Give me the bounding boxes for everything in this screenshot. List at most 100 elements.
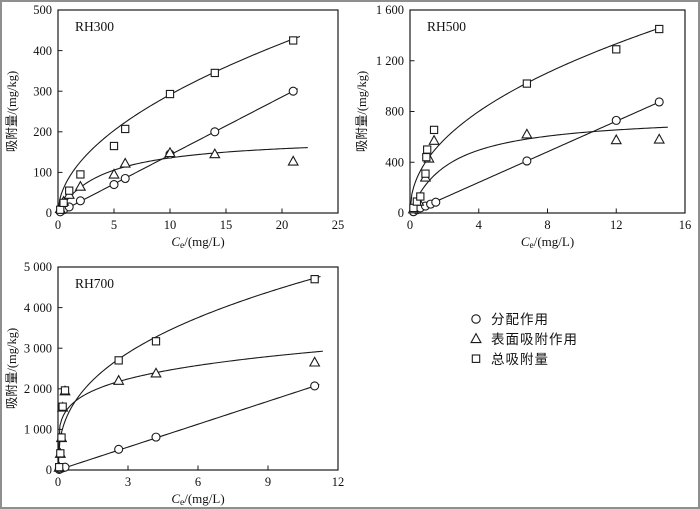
x-tick-label: 0 (55, 475, 61, 489)
legend-item-partition: 分配作用 (468, 309, 578, 327)
data-point-triangle (287, 155, 299, 166)
data-point-square (289, 36, 298, 45)
data-point-triangle (164, 146, 176, 158)
x-tick-label: 9 (265, 475, 271, 489)
x-tick-label: 16 (679, 218, 692, 232)
y-tick-label: 0 (46, 206, 52, 220)
x-tick-label: 15 (220, 218, 233, 232)
data-point-square (416, 192, 425, 201)
x-tick-label: 12 (610, 218, 623, 232)
data-point-circle (611, 115, 621, 125)
data-point-circle (151, 432, 161, 442)
chart-title: RH500 (427, 19, 466, 34)
x-tick-label: 6 (195, 475, 201, 489)
legend: 分配作用 表面吸附作用 总吸附量 (468, 309, 578, 367)
chart-rh300: 0 5 10 15 20 25 0 100 200 300 400 500 RH300 吸附量/(mg/k… (5, 3, 345, 251)
x-tick-label: 0 (407, 218, 413, 232)
y-tick-label: 0 (46, 463, 52, 477)
data-point-circle (654, 97, 664, 107)
data-point-square (429, 125, 439, 135)
data-point-circle (310, 381, 320, 391)
data-point-square (121, 124, 130, 134)
data-point-square (310, 275, 319, 284)
x-tick-label: 10 (164, 218, 177, 232)
data-point-square (58, 402, 67, 411)
data-point-square (421, 169, 430, 178)
fit-curve-circle (57, 88, 298, 214)
data-point-square (422, 153, 431, 162)
data-point-square (59, 198, 68, 207)
y-tick-label: 500 (33, 3, 52, 17)
data-point-square (60, 386, 70, 395)
y-tick-label: 800 (385, 105, 404, 119)
x-tick-label: 3 (125, 475, 131, 489)
data-point-square (76, 170, 85, 179)
data-point-circle (431, 197, 441, 207)
data-point-triangle (112, 374, 125, 385)
y-tick-label: 1 600 (376, 3, 404, 17)
y-axis-label: 吸附量/(mg/kg) (355, 71, 369, 152)
y-tick-label: 2 000 (24, 382, 52, 396)
y-tick-label: 200 (33, 125, 52, 139)
legend-label: 分配作用 (491, 312, 549, 327)
data-point-square (56, 449, 65, 458)
x-axis-label: Ce/(mg/L) (521, 234, 574, 251)
data-point-square (165, 89, 175, 99)
chart-title: RH300 (75, 19, 114, 34)
chart-title: RH700 (75, 276, 114, 291)
x-tick-label: 4 (476, 218, 483, 232)
plot-frame (57, 266, 339, 471)
data-point-circle (114, 444, 124, 454)
x-tick-label: 0 (55, 218, 61, 232)
x-tick-label: 25 (332, 218, 345, 232)
y-tick-label: 3 000 (24, 341, 52, 355)
data-point-square (56, 205, 65, 214)
data-point-square (522, 79, 532, 88)
data-point-square (423, 145, 432, 154)
x-tick-label: 12 (332, 475, 345, 489)
data-point-circle (210, 127, 220, 137)
data-point-circle (75, 196, 85, 206)
data-point-square (210, 68, 219, 78)
data-point-triangle (653, 133, 665, 144)
y-axis-label: 吸附量/(mg/kg) (5, 328, 19, 409)
data-point-triangle (150, 367, 162, 378)
data-point-circle (120, 173, 130, 184)
y-tick-label: 300 (33, 84, 52, 98)
x-axis-label: Ce/(mg/L) (171, 491, 224, 508)
fit-curve-square (57, 35, 301, 214)
y-tick-label: 4 000 (24, 301, 52, 315)
chart-rh700: 0 3 6 9 12 0 1 000 2 000 3 000 4 000 5 000 RH700 吸附量… (5, 260, 345, 508)
data-point-square (65, 186, 74, 195)
data-point-triangle (74, 180, 87, 191)
y-tick-label: 400 (385, 155, 404, 169)
data-point-circle (109, 180, 119, 190)
data-point-circle (522, 156, 532, 166)
data-point-square (612, 45, 621, 54)
y-tick-label: 1 000 (24, 423, 52, 437)
y-tick-label: 400 (33, 44, 52, 58)
fit-curve-triangle (57, 350, 323, 471)
x-tick-label: 5 (111, 218, 117, 232)
data-point-triangle (610, 133, 622, 145)
y-tick-label: 0 (398, 206, 404, 220)
chart-rh500: 0 4 8 12 16 0 400 800 1 200 1 600 RH500 吸附量/(mg/kg)… (355, 3, 692, 251)
legend-label: 总吸附量 (491, 352, 549, 367)
y-tick-label: 1 200 (376, 54, 404, 68)
legend-item-surface-adsorption: 表面吸附作用 (468, 329, 578, 347)
square-marker-icon (471, 354, 481, 363)
x-tick-label: 20 (276, 218, 289, 232)
legend-label: 表面吸附作用 (491, 332, 578, 347)
data-point-triangle (119, 157, 131, 168)
data-point-square (114, 356, 123, 365)
data-point-square (55, 463, 64, 472)
data-point-square (655, 24, 664, 34)
data-point-triangle (308, 356, 321, 367)
fit-curve-circle (409, 100, 662, 214)
x-tick-label: 8 (544, 218, 550, 232)
data-point-square (109, 141, 119, 151)
data-point-triangle (521, 128, 533, 139)
data-point-circle (288, 86, 298, 96)
fit-curve-triangle (409, 126, 668, 214)
